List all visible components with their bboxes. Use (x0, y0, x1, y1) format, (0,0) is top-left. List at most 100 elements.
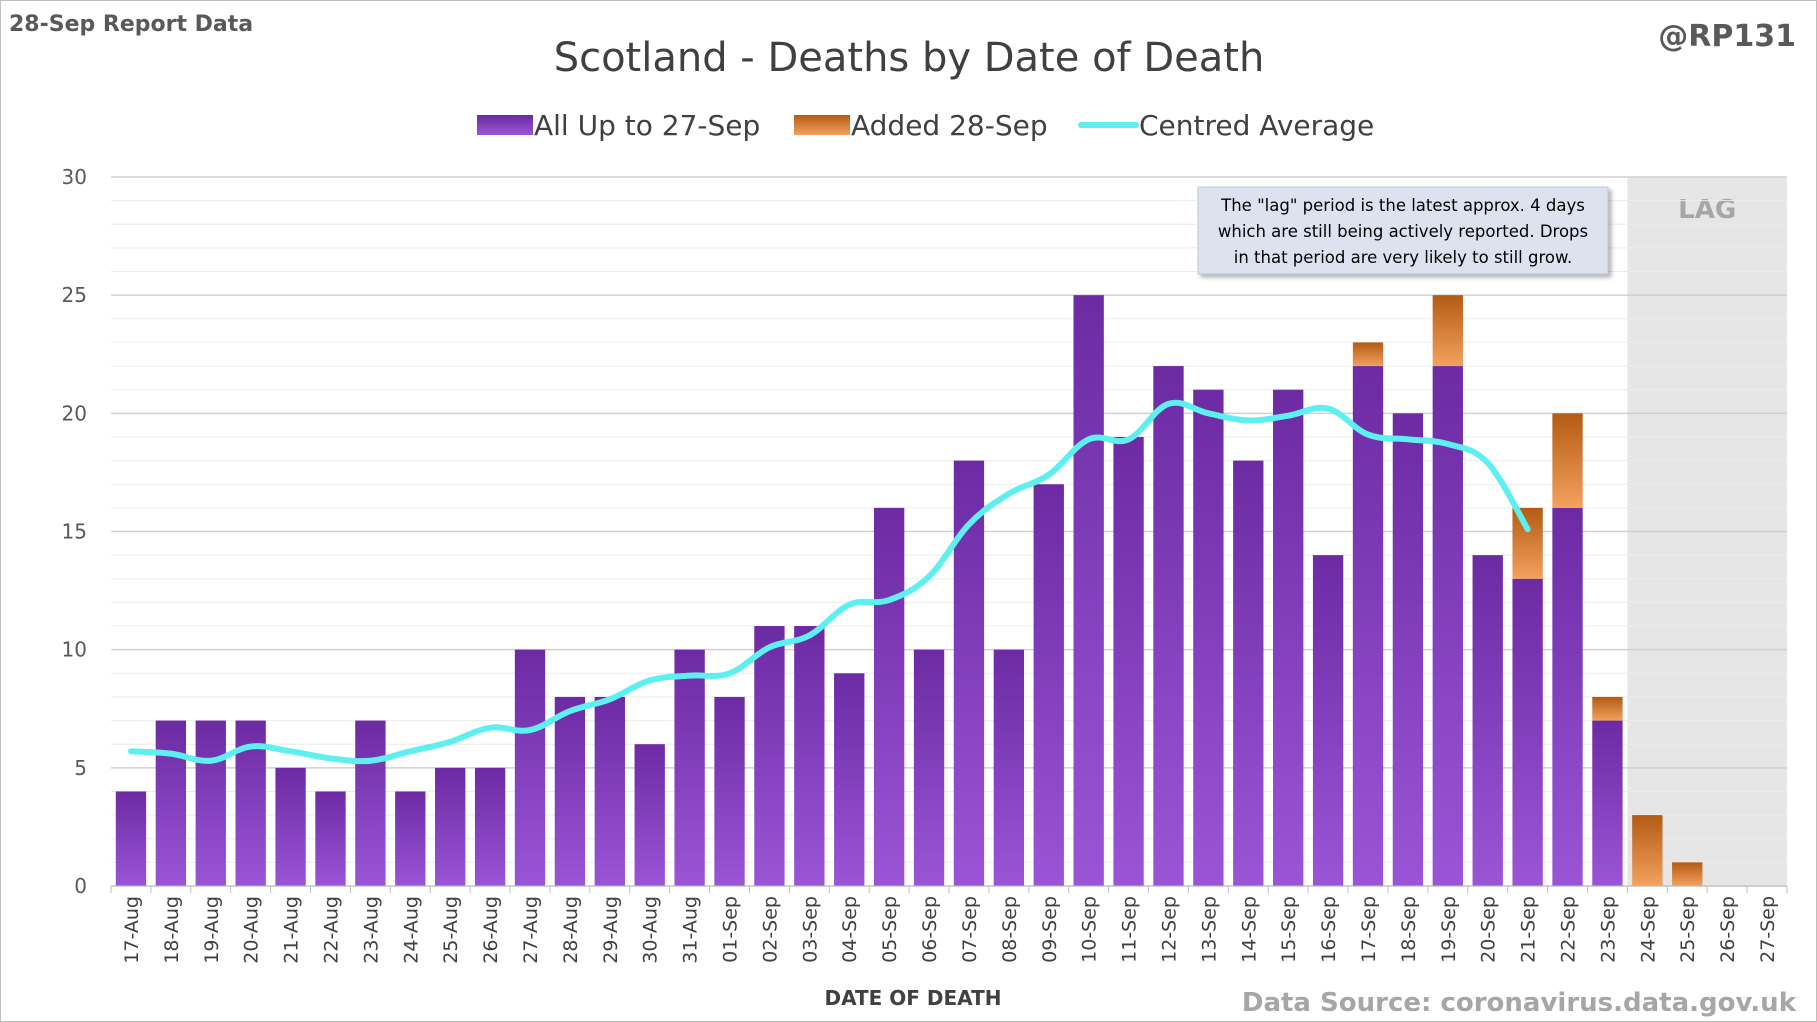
x-tick-label-21-Sep: 21-Sep (1518, 896, 1540, 963)
x-tick-label-13-Sep: 13-Sep (1198, 896, 1220, 963)
bar-all-up-to-27-sep-03-Sep (794, 626, 825, 886)
x-tick-label-09-Sep: 09-Sep (1039, 896, 1061, 963)
x-tick-label-31-Aug: 31-Aug (680, 896, 702, 964)
x-tick-label-19-Aug: 19-Aug (201, 896, 223, 964)
bar-all-up-to-27-sep-30-Aug (634, 744, 665, 886)
y-tick-label: 20 (62, 401, 87, 425)
x-tick-label-05-Sep: 05-Sep (879, 896, 901, 963)
annotation-line-2: which are still being actively reported.… (1218, 222, 1588, 241)
x-tick-label-24-Aug: 24-Aug (400, 896, 422, 964)
x-tick-label-08-Sep: 08-Sep (999, 896, 1021, 963)
bar-all-up-to-27-sep-31-Aug (674, 649, 705, 886)
x-tick-label-12-Sep: 12-Sep (1158, 896, 1180, 963)
x-tick-label-20-Sep: 20-Sep (1478, 896, 1500, 963)
bar-all-up-to-27-sep-06-Sep (913, 649, 945, 886)
x-tick-label-23-Sep: 23-Sep (1597, 896, 1619, 963)
bar-all-up-to-27-sep-07-Sep (953, 460, 985, 886)
bar-all-up-to-27-sep-12-Sep (1153, 366, 1184, 887)
legend-swatch-all-up-to-27-sep (477, 115, 533, 135)
bar-all-up-to-27-sep-22-Sep (1552, 507, 1583, 886)
bar-added-28-sep-25-Sep (1672, 862, 1703, 886)
x-tick-label-04-Sep: 04-Sep (839, 896, 861, 963)
bar-all-up-to-27-sep-11-Sep (1113, 436, 1144, 886)
centred-average-line (127, 399, 1531, 765)
bar-all-up-to-27-sep-19-Sep (1432, 366, 1463, 887)
x-tick-label-20-Aug: 20-Aug (241, 896, 263, 964)
bar-all-up-to-27-sep-24-Aug (395, 791, 426, 886)
x-tick-label-01-Sep: 01-Sep (720, 896, 742, 963)
x-tick-label-23-Aug: 23-Aug (360, 896, 382, 964)
y-tick-label: 5 (74, 756, 87, 780)
x-tick-label-06-Sep: 06-Sep (919, 896, 941, 963)
y-tick-label: 15 (62, 520, 87, 544)
x-tick-label-26-Aug: 26-Aug (480, 896, 502, 964)
x-tick-label-22-Sep: 22-Sep (1558, 896, 1580, 963)
bar-all-up-to-27-sep-19-Aug (195, 720, 226, 886)
bar-all-up-to-27-sep-17-Sep (1352, 366, 1384, 887)
x-tick-label-15-Sep: 15-Sep (1278, 896, 1300, 963)
x-tick-label-25-Sep: 25-Sep (1677, 896, 1699, 963)
bar-added-28-sep-24-Sep (1632, 815, 1663, 886)
bar-all-up-to-27-sep-13-Sep (1193, 389, 1224, 886)
bar-all-up-to-27-sep-18-Sep (1392, 413, 1424, 886)
bar-added-28-sep-21-Sep (1512, 507, 1543, 579)
x-tick-label-29-Aug: 29-Aug (600, 896, 622, 964)
legend-label-centred-average: Centred Average (1139, 109, 1374, 142)
annotation-box (1197, 186, 1609, 275)
bar-all-up-to-27-sep-08-Sep (993, 649, 1025, 886)
bar-all-up-to-27-sep-28-Aug (554, 696, 586, 886)
x-tick-label-30-Aug: 30-Aug (640, 896, 662, 964)
legend-swatch-added-28-sep (794, 115, 850, 135)
x-tick-label-10-Sep: 10-Sep (1079, 896, 1101, 963)
x-axis-label: DATE OF DEATH (825, 986, 1002, 1010)
x-tick-label-18-Aug: 18-Aug (161, 896, 183, 964)
x-tick-label-07-Sep: 07-Sep (959, 896, 981, 963)
legend-label-all-up-to-27-sep: All Up to 27-Sep (534, 109, 760, 142)
x-tick-label-21-Aug: 21-Aug (281, 896, 303, 964)
bar-all-up-to-27-sep-23-Aug (355, 720, 386, 886)
legend-label-added-28-sep: Added 28-Sep (851, 109, 1048, 142)
data-source: Data Source: coronavirus.data.gov.uk (1242, 988, 1797, 1018)
lag-annotation-box (1197, 186, 1609, 275)
bar-all-up-to-27-sep-16-Sep (1312, 555, 1344, 886)
report-label: 28-Sep Report Data (9, 12, 253, 37)
bar-added-28-sep-19-Sep (1432, 295, 1463, 367)
bar-added-28-sep-17-Sep (1352, 342, 1384, 367)
annotation-line-1: The "lag" period is the latest approx. 4… (1220, 196, 1585, 215)
chart-title: Scotland - Deaths by Date of Death (554, 35, 1265, 81)
bar-all-up-to-27-sep-02-Sep (754, 626, 785, 886)
bar-all-up-to-27-sep-26-Aug (474, 767, 506, 886)
x-tick-label-27-Sep: 27-Sep (1757, 896, 1779, 963)
bar-all-up-to-27-sep-23-Sep (1592, 720, 1623, 886)
bar-all-up-to-27-sep-05-Sep (873, 507, 905, 886)
bar-added-28-sep-23-Sep (1592, 696, 1623, 721)
x-axis-ticks: 17-Aug 18-Aug 19-Aug 20-Aug 21-Aug 22-Aug 23-A… (110, 886, 1788, 964)
bar-all-up-to-27-sep-04-Sep (834, 673, 865, 886)
x-tick-label-02-Sep: 02-Sep (759, 896, 781, 963)
bar-all-up-to-27-sep-25-Aug (435, 767, 466, 886)
x-tick-label-24-Sep: 24-Sep (1637, 896, 1659, 963)
bar-all-up-to-27-sep-29-Aug (594, 696, 625, 886)
bar-all-up-to-27-sep-27-Aug (514, 649, 546, 886)
bars (115, 295, 1703, 887)
y-tick-label: 25 (62, 283, 87, 307)
x-tick-label-11-Sep: 11-Sep (1119, 896, 1141, 963)
bar-added-28-sep-22-Sep (1552, 413, 1583, 508)
bar-all-up-to-27-sep-18-Aug (155, 720, 187, 886)
y-tick-label: 10 (62, 638, 87, 662)
bar-all-up-to-27-sep-10-Sep (1073, 295, 1104, 887)
bar-all-up-to-27-sep-15-Sep (1273, 389, 1304, 886)
lag-label: LAG (1678, 195, 1736, 225)
annotation-line-3: in that period are very likely to still … (1234, 248, 1572, 267)
bar-all-up-to-27-sep-21-Sep (1512, 578, 1543, 886)
bar-all-up-to-27-sep-14-Sep (1233, 460, 1264, 886)
x-tick-label-25-Aug: 25-Aug (440, 896, 462, 964)
x-tick-label-17-Aug: 17-Aug (121, 896, 143, 964)
bar-all-up-to-27-sep-01-Sep (714, 696, 745, 886)
bar-all-up-to-27-sep-09-Sep (1033, 484, 1064, 886)
x-tick-label-16-Sep: 16-Sep (1318, 896, 1340, 963)
bar-all-up-to-27-sep-22-Aug (315, 791, 346, 886)
bar-all-up-to-27-sep-21-Aug (275, 767, 306, 886)
x-tick-label-22-Aug: 22-Aug (320, 896, 342, 964)
